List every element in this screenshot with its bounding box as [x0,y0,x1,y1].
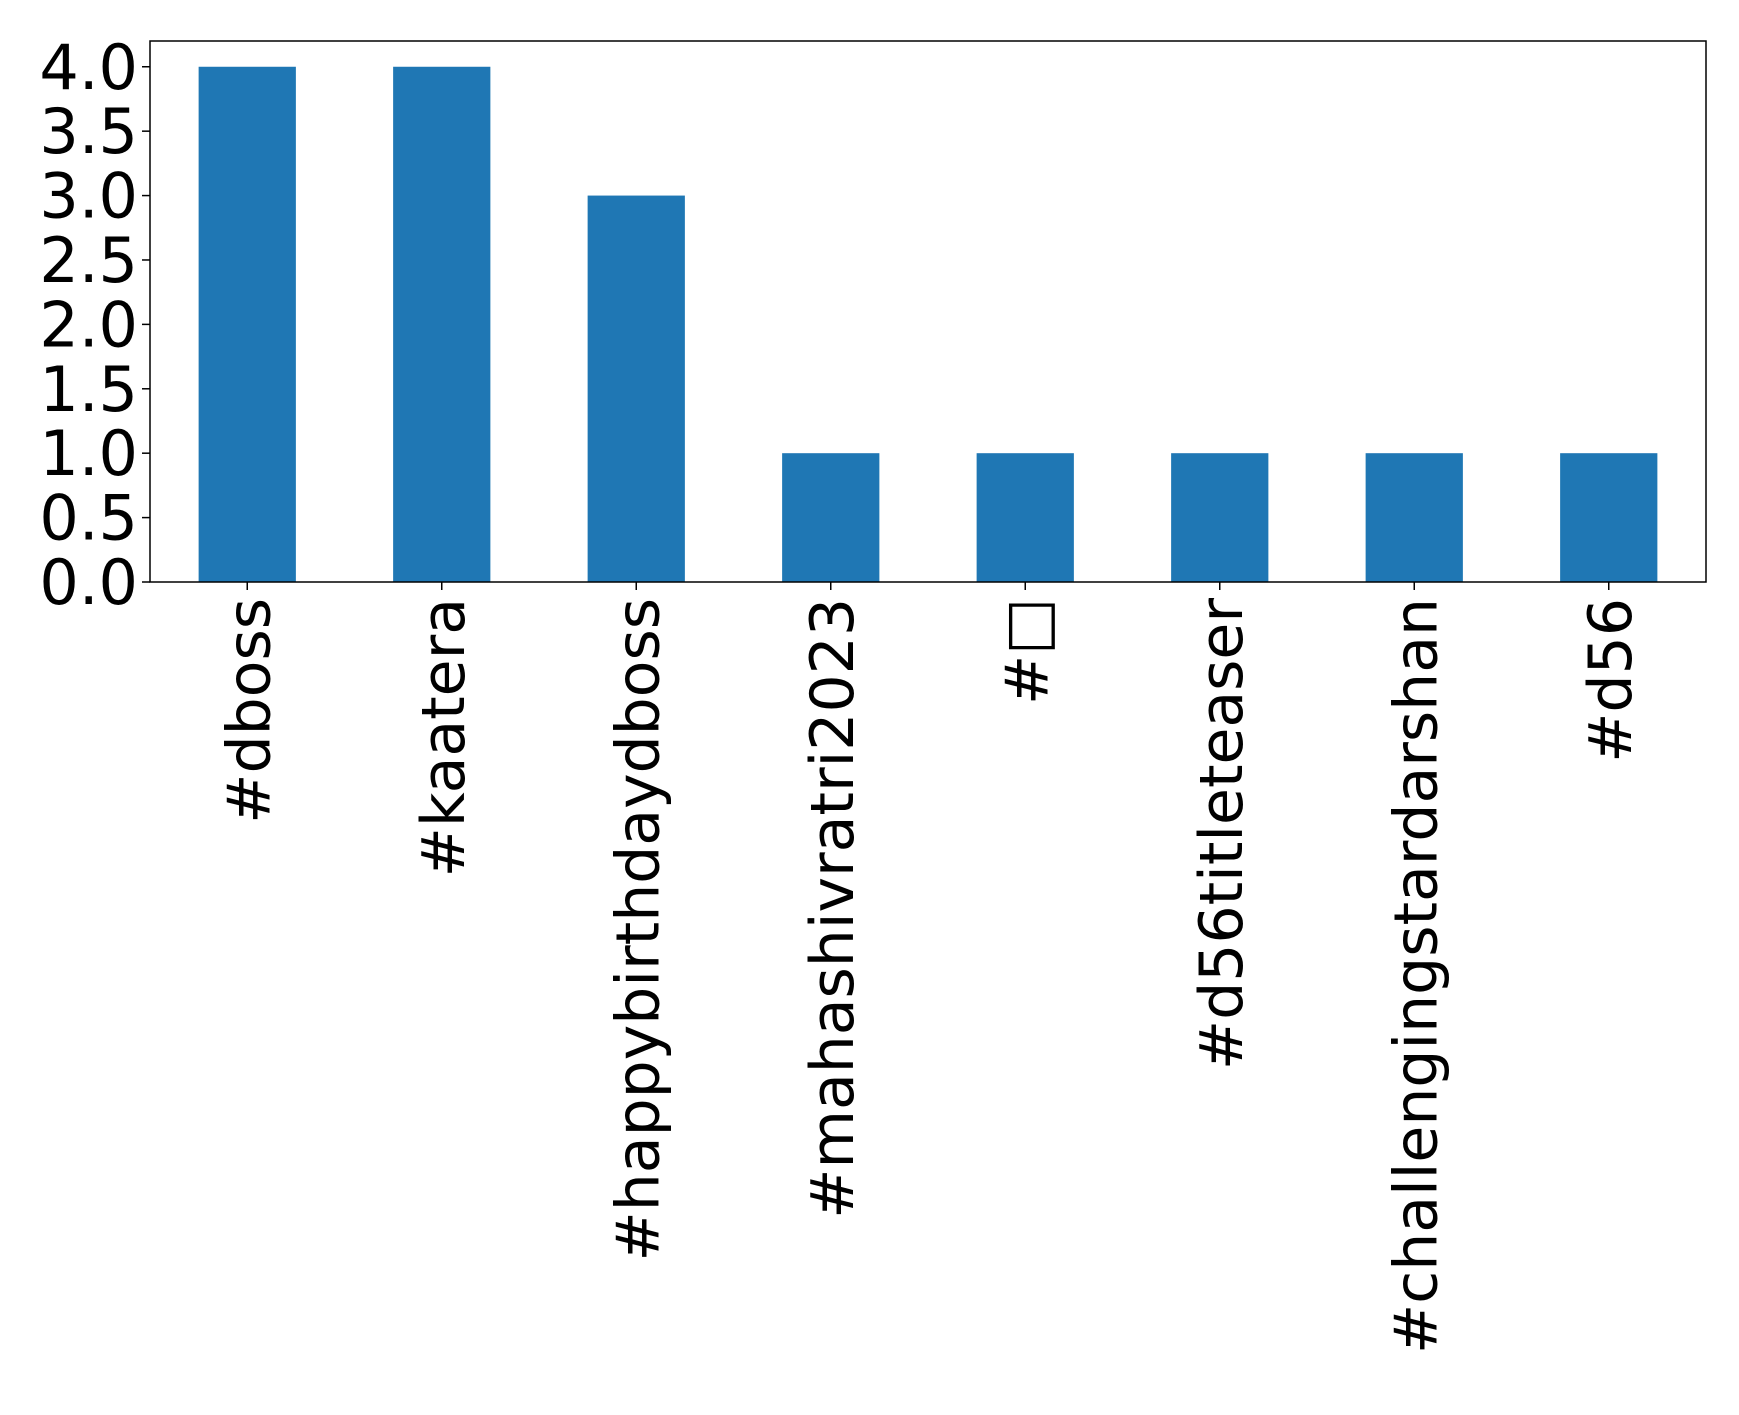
x-axis: #dboss #kaatera #happybirthdaydboss #mahash… [214,582,1646,1354]
y-tick-label: 2.0 [39,288,138,361]
y-tick-label: 0.5 [39,482,138,555]
bar-5 [1171,453,1268,582]
bar-6 [1366,453,1463,582]
y-tick-label: 1.5 [39,353,138,426]
bar-0 [199,67,296,582]
bar-4 [977,453,1074,582]
x-tick-label: #□ [992,598,1062,705]
x-tick-label: #kaatera [409,598,479,877]
x-tick-label: #happybirthdaydboss [603,598,673,1262]
y-tick-label: 0.0 [39,546,138,619]
y-axis: 0.00.51.01.52.02.53.03.54.0 [39,31,150,619]
bar-2 [588,196,685,582]
x-tick-label: #mahashivratri2023 [798,598,868,1219]
y-tick-label: 3.0 [39,160,138,233]
x-tick-label: #dboss [214,598,284,824]
bar-1 [393,67,490,582]
bars-group [199,67,1658,582]
bar-3 [782,453,879,582]
y-tick-label: 2.5 [39,224,138,297]
y-tick-label: 1.0 [39,417,138,490]
x-tick-label: #d56 [1576,598,1646,763]
bar-7 [1560,453,1657,582]
y-tick-label: 3.5 [39,95,138,168]
y-tick-label: 4.0 [39,31,138,104]
plot-area-frame [150,41,1706,582]
x-tick-label: #challengingstardarshan [1381,598,1451,1354]
x-tick-label: #d56titleteaser [1187,598,1257,1070]
